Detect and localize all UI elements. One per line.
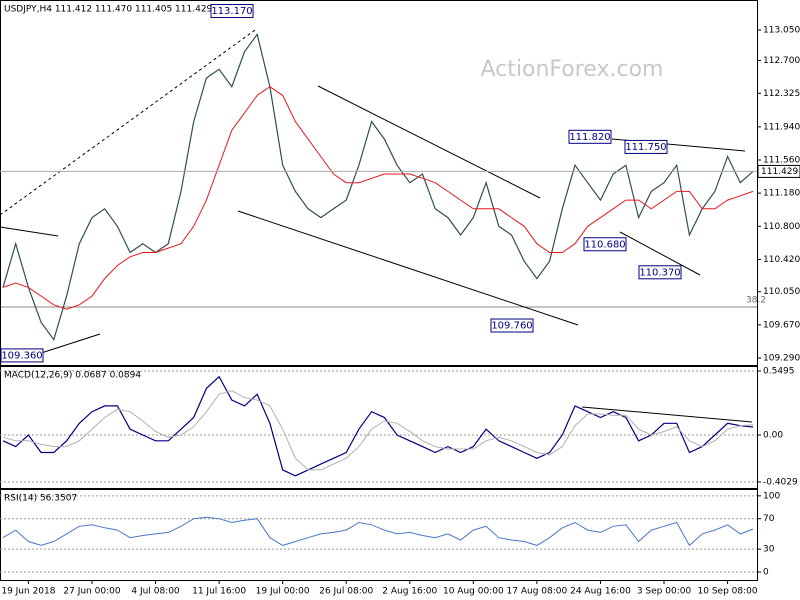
annotation-box [0,348,44,363]
annotation-label: 109.360 [1,350,42,361]
x-tick-label: 3 Sep 00:00 [637,587,692,597]
x-tick-label: 17 Aug 08:00 [507,587,568,597]
trend-line [619,231,701,276]
series-line [2,375,754,477]
x-tick-label: 24 Aug 16:00 [570,587,631,597]
x-tick-label: 11 Jul 16:00 [192,587,246,597]
annotation-box [624,139,668,154]
y-tick-label: 110.800 [763,222,800,232]
annotation-box [638,265,682,280]
y-tick-label: 111.940 [763,122,800,132]
annotation-label: 111.820 [569,132,610,143]
annotation-box [568,129,612,144]
annotation-label: 111.750 [625,142,666,153]
last-price-box [757,164,800,178]
x-tick-label: 19 Jul 00:00 [256,587,310,597]
y-tick-label: 70 [763,514,775,524]
series-line [2,33,754,342]
y-tick-label: -0.4029 [763,477,798,487]
x-tick-label: 10 Aug 00:00 [443,587,504,597]
trend-line [0,29,256,216]
trend-line [0,226,59,237]
y-tick-label: 0 [763,568,769,578]
y-tick-label: 111.180 [763,189,800,199]
y-tick-label: 109.670 [763,320,800,330]
annotation-box [490,318,534,333]
y-tick-label: 100 [763,491,780,501]
panel-frame [0,0,758,366]
annotation-label: 110.370 [639,267,680,278]
x-tick-label: 27 Jun 00:00 [63,587,120,597]
x-tick-label: 10 Sep 08:00 [698,587,758,597]
x-tick-label: 19 Jun 2018 [1,587,55,597]
watermark: ActionForex.com [481,57,664,82]
trend-line [237,210,579,326]
trend-line [581,406,753,423]
y-tick-label: 111.560 [763,155,800,165]
annotation-box [210,4,254,19]
fib-label: 38.2 [746,296,766,306]
series-line [2,390,754,471]
y-tick-label: 0.00 [763,430,783,440]
y-tick-label: 30 [763,545,775,555]
annotation-box [583,237,627,252]
x-tick-label: 2 Aug 16:00 [382,587,437,597]
panel-title: MACD(12,26,9) 0.0687 0.0894 [4,371,141,381]
trend-line [34,333,101,356]
series-line [2,516,754,547]
series-line [2,86,754,310]
y-tick-label: 112.325 [763,89,800,99]
annotation-label: 109.760 [491,321,532,332]
y-tick-label: 112.700 [763,56,800,66]
y-tick-label: 113.050 [763,26,800,36]
panel-title: USDJPY,H4 111.412 111.470 111.405 111.42… [4,5,213,15]
panel-frame [0,489,758,581]
y-tick-label: 109.290 [763,354,800,364]
y-tick-label: 110.420 [763,255,800,265]
trend-line [317,85,541,199]
x-tick-label: 4 Jul 08:00 [131,587,180,597]
annotation-label: 113.170 [211,6,252,17]
last-price-label: 111.429 [761,167,798,177]
y-tick-label: 110.050 [763,287,800,297]
y-tick-label: 0.5495 [763,366,795,376]
x-tick-label: 26 Jul 08:00 [319,587,373,597]
panel-frame [0,366,758,489]
annotation-label: 110.680 [584,239,625,250]
panel-title: RSI(14) 56.3507 [4,494,77,504]
